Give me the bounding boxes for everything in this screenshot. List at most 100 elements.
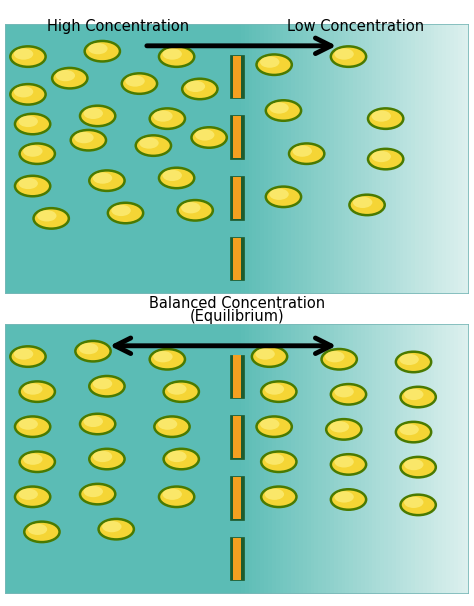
Circle shape — [372, 110, 391, 122]
Bar — [307, 324, 311, 594]
Circle shape — [80, 484, 115, 504]
Bar — [457, 24, 463, 294]
Bar — [295, 24, 300, 294]
Text: (Equilibrium): (Equilibrium) — [190, 309, 284, 324]
Bar — [357, 324, 362, 594]
Bar — [423, 24, 428, 294]
Circle shape — [353, 197, 373, 208]
Bar — [450, 324, 455, 594]
Circle shape — [252, 346, 287, 367]
Circle shape — [331, 454, 366, 474]
Circle shape — [334, 386, 354, 398]
Circle shape — [28, 524, 47, 535]
Bar — [233, 356, 241, 398]
Circle shape — [153, 110, 173, 122]
Bar — [280, 324, 284, 594]
Bar — [310, 324, 315, 594]
Circle shape — [89, 170, 125, 191]
Bar — [334, 24, 338, 294]
Circle shape — [150, 349, 185, 370]
Bar — [373, 324, 377, 594]
Circle shape — [23, 384, 43, 395]
Circle shape — [261, 381, 296, 402]
Circle shape — [18, 178, 38, 189]
Bar — [264, 324, 269, 594]
Circle shape — [396, 422, 431, 442]
Circle shape — [163, 170, 182, 181]
Bar — [233, 538, 241, 579]
Circle shape — [125, 75, 145, 87]
Circle shape — [18, 116, 38, 127]
Bar — [427, 24, 431, 294]
Circle shape — [260, 419, 280, 430]
Circle shape — [330, 421, 349, 433]
Circle shape — [15, 176, 50, 196]
Bar — [407, 324, 412, 594]
Circle shape — [269, 188, 289, 200]
Bar — [346, 324, 350, 594]
Circle shape — [401, 457, 436, 478]
Bar — [457, 324, 463, 594]
Bar — [314, 24, 319, 294]
Circle shape — [368, 108, 403, 129]
Bar — [319, 324, 323, 594]
Circle shape — [256, 55, 292, 75]
Bar — [256, 324, 261, 594]
Bar — [388, 324, 393, 594]
Circle shape — [255, 348, 275, 359]
Circle shape — [71, 130, 106, 150]
Circle shape — [10, 84, 46, 105]
Bar — [322, 24, 327, 294]
Bar — [403, 324, 408, 594]
Circle shape — [93, 173, 112, 184]
Circle shape — [372, 151, 391, 162]
Circle shape — [99, 519, 134, 539]
Circle shape — [269, 102, 289, 113]
Circle shape — [18, 419, 38, 430]
Circle shape — [186, 81, 205, 92]
Bar — [365, 324, 370, 594]
Bar — [230, 237, 244, 281]
Bar — [419, 24, 424, 294]
Bar — [376, 324, 381, 594]
Circle shape — [331, 489, 366, 510]
Circle shape — [256, 416, 292, 437]
Bar — [341, 324, 346, 594]
Bar — [291, 24, 296, 294]
Circle shape — [52, 68, 87, 88]
Bar — [337, 324, 342, 594]
Circle shape — [102, 521, 121, 532]
Bar — [260, 24, 265, 294]
Circle shape — [88, 43, 108, 55]
Bar — [380, 24, 385, 294]
Circle shape — [93, 451, 112, 462]
Bar — [450, 24, 455, 294]
Circle shape — [195, 129, 214, 141]
Circle shape — [150, 108, 185, 129]
Circle shape — [349, 195, 385, 215]
Bar — [233, 477, 241, 519]
Circle shape — [404, 459, 423, 470]
Bar — [365, 24, 370, 294]
Bar — [272, 324, 277, 594]
Bar — [430, 24, 435, 294]
Bar — [438, 324, 443, 594]
Bar — [303, 324, 308, 594]
Circle shape — [191, 127, 227, 148]
Bar — [462, 324, 466, 594]
Bar — [295, 324, 300, 594]
Bar — [454, 24, 458, 294]
Bar — [230, 115, 244, 159]
Circle shape — [264, 488, 284, 500]
Circle shape — [326, 419, 362, 439]
Bar — [415, 24, 420, 294]
Bar — [396, 324, 401, 594]
Circle shape — [321, 349, 357, 370]
Text: Low Concentration: Low Concentration — [287, 19, 424, 35]
Bar — [230, 415, 244, 459]
Bar — [237, 324, 242, 594]
Circle shape — [89, 376, 125, 396]
Bar — [353, 324, 358, 594]
Circle shape — [79, 343, 98, 355]
Bar — [233, 238, 241, 279]
